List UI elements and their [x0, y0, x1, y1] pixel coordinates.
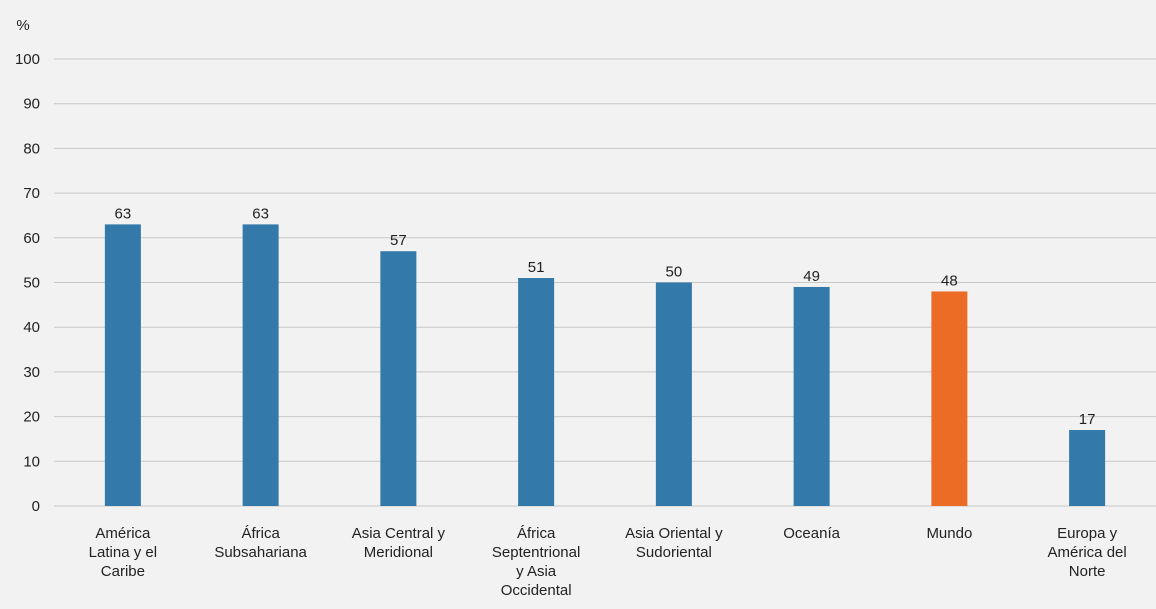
data-label: 63 — [252, 205, 269, 222]
x-tick-label-line: Occidental — [501, 582, 572, 599]
y-tick-label: 60 — [23, 230, 40, 247]
x-tick-label: Asia Central y Meridional — [352, 525, 446, 561]
y-tick-label: 30 — [23, 364, 40, 381]
data-label: 49 — [803, 268, 820, 285]
x-tick-label-line: África — [517, 525, 556, 542]
bar — [518, 278, 555, 506]
x-tick-label: Mundo — [926, 525, 972, 542]
data-label: 50 — [666, 264, 683, 281]
x-tick-label-line: Asia Central y — [352, 525, 446, 542]
bars — [104, 224, 1106, 506]
x-tick-label-line: Norte — [1069, 563, 1106, 580]
x-tick-label-line: Subsahariana — [214, 544, 307, 561]
x-tick-label: África Subsahariana — [214, 525, 307, 561]
bar — [242, 224, 279, 506]
y-tick-label: 10 — [23, 453, 40, 470]
y-tick-label: 0 — [32, 498, 40, 515]
y-axis: % 0 10 20 30 40 50 60 70 80 90 100 — [15, 17, 40, 515]
y-tick-label: 40 — [23, 319, 40, 336]
grid-layer — [54, 58, 1156, 507]
x-tick-label: Europa y América del Norte — [1048, 525, 1127, 580]
x-tick-label-line: Oceanía — [783, 525, 840, 542]
data-label: 48 — [941, 272, 958, 289]
y-tick-label: 100 — [15, 51, 40, 68]
bar — [380, 251, 417, 506]
data-label: 63 — [115, 205, 132, 222]
x-tick-label-line: América del — [1048, 544, 1127, 561]
data-label: 17 — [1079, 411, 1096, 428]
data-label: 57 — [390, 232, 407, 249]
x-tick-label: Oceanía — [783, 525, 840, 542]
data-labels: 63 63 57 51 50 49 48 17 — [115, 205, 1096, 428]
x-tick-label: África Septentrional y Asia Occidental — [492, 525, 580, 599]
y-tick-label: 70 — [23, 185, 40, 202]
x-tick-label-line: Latina y el — [89, 544, 157, 561]
bar-highlight — [931, 291, 968, 506]
x-tick-label-line: Caribe — [101, 563, 145, 580]
bar — [1069, 430, 1106, 506]
y-tick-label: 50 — [23, 275, 40, 292]
x-tick-label-line: y Asia — [516, 563, 557, 580]
bar — [793, 286, 830, 506]
x-tick-label-line: África — [241, 525, 280, 542]
x-tick-label: América Latina y el Caribe — [89, 525, 157, 580]
x-axis-category-labels: América Latina y el Caribe África Subsaharia… — [89, 525, 1127, 599]
y-tick-label: 90 — [23, 96, 40, 113]
y-axis-unit-label: % — [16, 17, 29, 34]
x-tick-label-line: Mundo — [926, 525, 972, 542]
y-tick-label: 20 — [23, 409, 40, 426]
y-tick-label: 80 — [23, 140, 40, 157]
data-label: 51 — [528, 259, 545, 276]
bar — [655, 282, 692, 506]
x-tick-label: Asia Oriental y Sudoriental — [625, 525, 723, 561]
x-tick-label-line: América — [95, 525, 151, 542]
bar — [104, 224, 141, 506]
x-tick-label-line: Meridional — [364, 544, 433, 561]
x-tick-label-line: Europa y — [1057, 525, 1118, 542]
x-tick-label-line: Asia Oriental y — [625, 525, 723, 542]
x-tick-label-line: Sudoriental — [636, 544, 712, 561]
x-tick-label-line: Septentrional — [492, 544, 580, 561]
